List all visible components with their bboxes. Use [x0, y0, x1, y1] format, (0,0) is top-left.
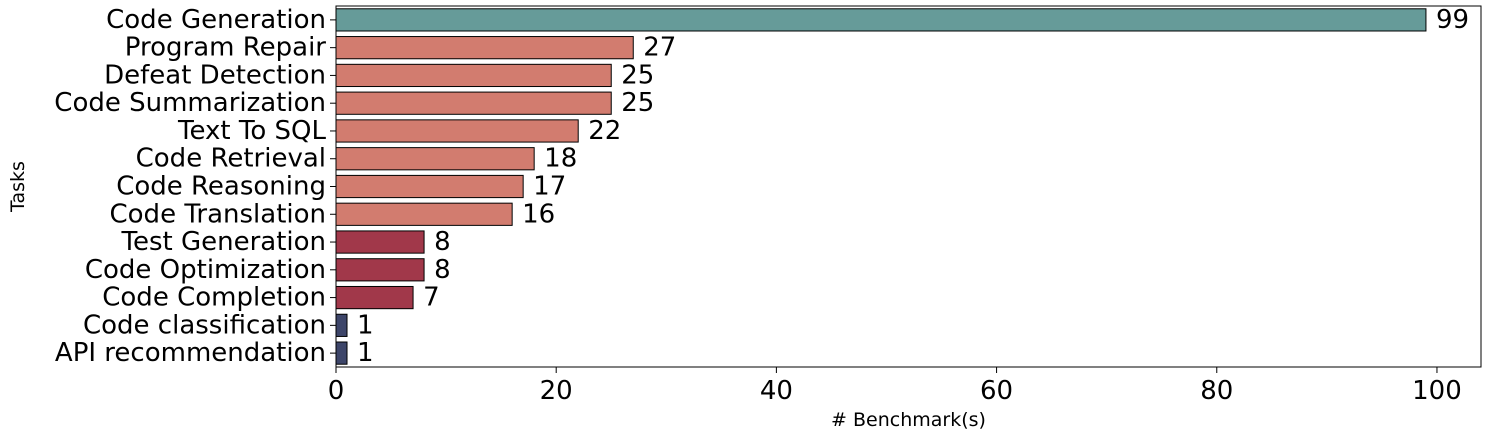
bar-value-label: 27: [643, 33, 676, 63]
bar-value-label: 22: [588, 116, 621, 146]
bar-value-label: 25: [621, 88, 654, 118]
bar: [335, 174, 524, 199]
x-axis-title: # Benchmark(s): [831, 409, 986, 431]
bar-value-label: 8: [434, 255, 451, 285]
y-tick-label: Code Optimization: [85, 255, 326, 285]
y-tick-label: Code Retrieval: [136, 144, 326, 174]
x-tick-label: 20: [540, 376, 573, 406]
bar: [335, 313, 348, 337]
bar: [335, 63, 612, 88]
bar: [335, 8, 1427, 32]
bar: [335, 147, 535, 171]
y-tick-label: Program Repair: [125, 33, 327, 63]
plot-frame: [335, 5, 1482, 368]
bar: [335, 285, 414, 310]
bar-value-label: 99: [1436, 5, 1469, 35]
bar-value-label: 16: [522, 199, 555, 229]
bar-value-label: 1: [357, 338, 374, 368]
y-tick-label: Code classification: [83, 310, 326, 340]
bar-value-label: 1: [357, 310, 374, 340]
bar: [335, 91, 612, 115]
y-tick-label: Code Reasoning: [116, 172, 326, 202]
bar: [335, 341, 348, 365]
x-tick-label: 60: [980, 376, 1013, 406]
bar: [335, 202, 513, 226]
y-tick-label: Code Completion: [102, 283, 326, 313]
bar-value-label: 7: [423, 283, 440, 313]
x-tick-label: 100: [1412, 376, 1462, 406]
bars-layer: [335, 8, 1427, 365]
bar: [335, 230, 425, 254]
bar-value-label: 8: [434, 227, 451, 257]
y-tick-label: API recommendation: [55, 338, 326, 368]
bar: [335, 36, 634, 60]
y-tick-label: Code Translation: [110, 199, 327, 229]
x-axis-ticks: 0 20 40 60 80 100: [328, 367, 1462, 406]
bar-value-label: 17: [533, 172, 566, 202]
y-tick-label: Test Generation: [120, 227, 326, 257]
bar-value-label: 18: [544, 144, 577, 174]
bar-value-label: 25: [621, 60, 654, 90]
x-tick-label: 40: [760, 376, 793, 406]
bar: [335, 119, 579, 143]
y-axis-title: Tasks: [7, 161, 29, 213]
y-tick-label: Code Generation: [106, 5, 326, 35]
bar: [335, 258, 425, 282]
y-tick-label: Defeat Detection: [104, 60, 326, 90]
y-tick-label: Code Summarization: [54, 88, 326, 118]
y-tick-label: Text To SQL: [177, 116, 326, 146]
x-tick-label: 0: [328, 376, 345, 406]
x-tick-label: 80: [1200, 376, 1233, 406]
